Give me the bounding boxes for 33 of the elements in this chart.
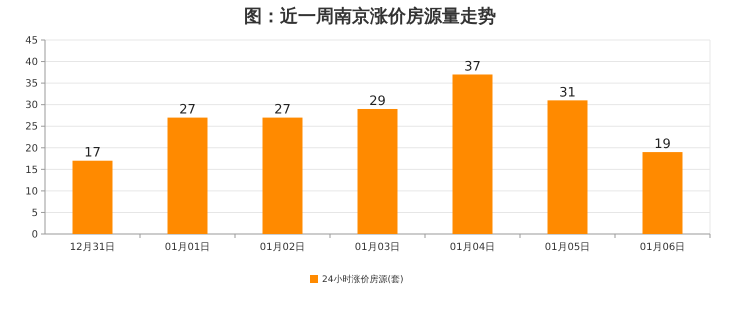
y-tick-label: 35 xyxy=(25,78,38,90)
x-tick-label: 01月01日 xyxy=(164,242,210,253)
bar xyxy=(72,160,112,234)
chart-title: 图：近一周南京涨价房源量走势 xyxy=(244,6,496,27)
bar xyxy=(548,100,588,234)
x-tick-label: 12月31日 xyxy=(70,242,116,253)
x-tick-label: 01月06日 xyxy=(640,242,686,253)
data-label: 17 xyxy=(84,146,101,161)
bar xyxy=(452,74,492,234)
y-tick-label: 30 xyxy=(25,100,38,112)
x-tick-label: 01月04日 xyxy=(450,242,496,253)
y-tick-label: 45 xyxy=(25,36,38,46)
data-label: 29 xyxy=(369,94,386,109)
legend-label: 24小时涨价房源(套) xyxy=(322,274,404,285)
bar xyxy=(262,118,302,234)
data-label: 31 xyxy=(559,85,576,100)
y-tick-label: 25 xyxy=(25,122,38,133)
y-tick-label: 15 xyxy=(25,164,38,176)
bar xyxy=(642,152,682,234)
x-tick-label: 01月02日 xyxy=(260,242,306,253)
x-tick-label: 01月05日 xyxy=(544,242,590,253)
y-tick-label: 20 xyxy=(25,143,38,154)
data-label: 27 xyxy=(179,102,196,118)
data-label: 27 xyxy=(274,102,291,118)
y-tick-label: 10 xyxy=(25,186,38,198)
y-tick-label: 5 xyxy=(32,208,38,219)
bar xyxy=(358,108,398,234)
bar xyxy=(168,118,208,234)
data-label: 37 xyxy=(464,59,481,74)
data-label: 19 xyxy=(654,137,671,152)
y-tick-label: 0 xyxy=(32,230,38,240)
x-tick-label: 01月03日 xyxy=(354,242,400,253)
y-tick-label: 40 xyxy=(25,57,38,68)
